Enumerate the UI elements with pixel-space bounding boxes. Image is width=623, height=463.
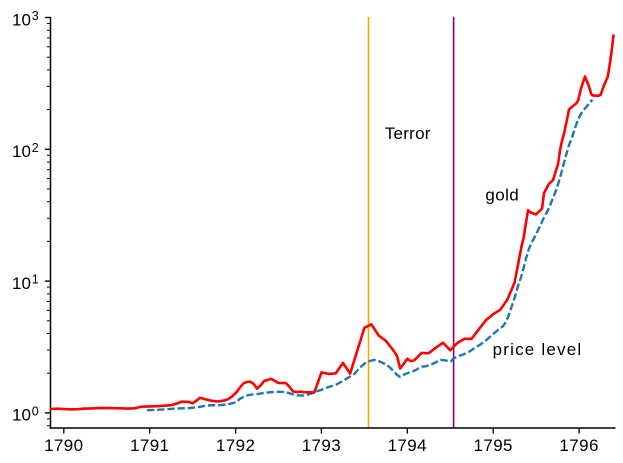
svg-text:1: 1 xyxy=(32,273,39,287)
svg-text:10: 10 xyxy=(12,142,31,161)
svg-text:1793: 1793 xyxy=(302,436,341,455)
svg-text:1795: 1795 xyxy=(473,436,512,455)
svg-text:10: 10 xyxy=(12,274,31,293)
svg-text:0: 0 xyxy=(32,405,39,419)
svg-text:10: 10 xyxy=(12,406,31,425)
svg-text:Terror: Terror xyxy=(385,124,431,143)
svg-text:1794: 1794 xyxy=(388,436,427,455)
svg-text:1792: 1792 xyxy=(216,436,255,455)
svg-text:price level: price level xyxy=(493,340,583,359)
svg-text:1791: 1791 xyxy=(130,436,169,455)
svg-text:gold: gold xyxy=(485,185,519,204)
svg-text:1796: 1796 xyxy=(559,436,598,455)
svg-text:3: 3 xyxy=(32,9,39,23)
svg-text:2: 2 xyxy=(32,141,39,155)
svg-text:10: 10 xyxy=(12,10,31,29)
svg-text:1790: 1790 xyxy=(44,436,83,455)
